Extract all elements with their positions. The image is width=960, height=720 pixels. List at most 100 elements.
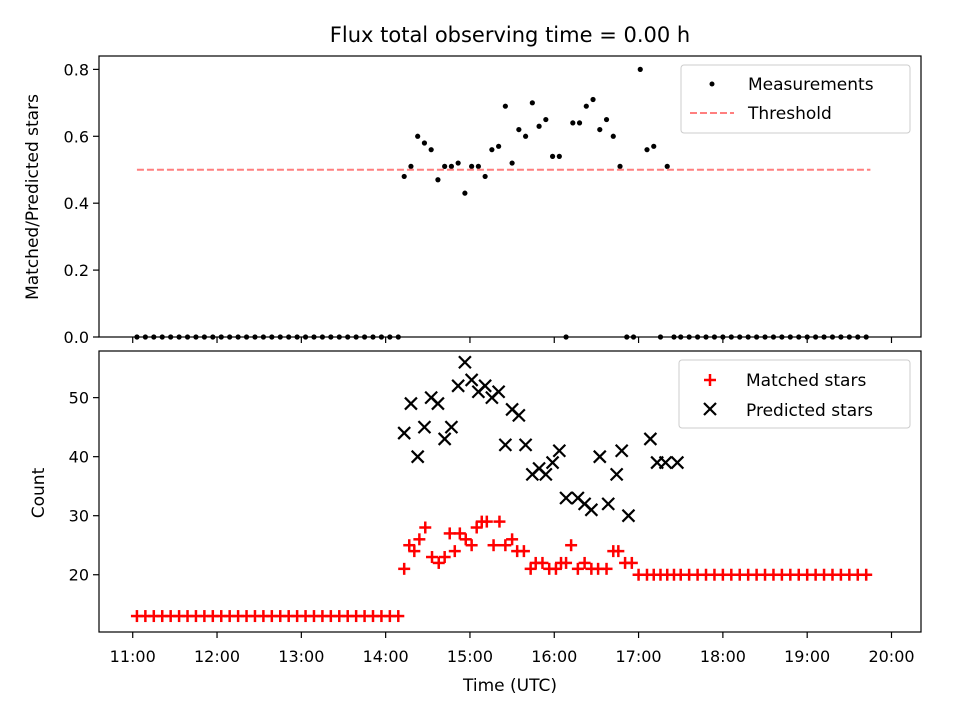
- measurements-point: [610, 133, 616, 139]
- top-y-tick-label: 0.6: [64, 127, 89, 146]
- measurements-point: [597, 126, 603, 133]
- legend-predicted-stars-marker: [703, 402, 717, 416]
- predicted-stars-point: [670, 455, 685, 470]
- predicted-stars-point: [404, 396, 418, 411]
- measurements-point: [549, 153, 556, 159]
- matched-stars-point: [465, 539, 478, 552]
- predicted-stars-point: [491, 384, 506, 399]
- matched-stars-point: [499, 539, 512, 552]
- measurements-point: [415, 133, 421, 139]
- bottom-y-tick-label: 40: [69, 448, 89, 467]
- top-legend-box: [680, 64, 911, 134]
- measurements-point: [509, 160, 515, 166]
- matched-stars-point: [453, 527, 466, 540]
- predicted-stars-point: [545, 455, 560, 470]
- matched-stars-point: [493, 515, 506, 528]
- matched-stars-point: [432, 556, 445, 569]
- legend-predicted-stars-label: Predicted stars: [746, 401, 873, 421]
- bottom-x-tick-label: 16:00: [531, 647, 577, 666]
- bottom-plot-frame: [98, 350, 922, 633]
- matched-stars-point: [392, 610, 405, 623]
- matched-stars-point: [443, 527, 456, 540]
- predicted-stars-point: [643, 432, 658, 446]
- bottom-x-tick-label: 12:00: [194, 647, 240, 666]
- measurements-point: [401, 173, 407, 180]
- predicted-stars-point: [478, 379, 492, 393]
- measurements-point: [556, 153, 562, 159]
- top-y-axis: 0.0 0.2 0.4 0.6 0.8: [64, 60, 99, 347]
- predicted-stars-point: [451, 379, 465, 393]
- predicted-stars-point: [539, 467, 553, 482]
- predicted-stars-point: [658, 455, 673, 470]
- measurements-point: [448, 163, 455, 169]
- measurements-point: [590, 96, 596, 103]
- top-y-axis-label: Matched/Predicted stars: [23, 94, 43, 300]
- bottom-y-tick-label: 30: [69, 507, 89, 526]
- measurements-point: [637, 66, 643, 72]
- predicted-stars-point: [464, 373, 479, 387]
- measurements-point: [617, 163, 623, 169]
- matched-stars-point: [600, 562, 613, 575]
- predicted-stars-point: [593, 449, 607, 464]
- matched-stars-point: [408, 545, 421, 558]
- matched-stars-point: [560, 556, 573, 569]
- predicted-stars-point: [518, 438, 533, 452]
- predicted-stars-point: [431, 396, 445, 411]
- predicted-stars-point: [614, 443, 629, 458]
- predicted-stars-point: [417, 420, 432, 434]
- bottom-legend: Matched stars Predicted stars: [678, 359, 911, 429]
- measurements-point: [408, 163, 414, 169]
- legend-measurements-label: Measurements: [748, 75, 874, 95]
- matched-stars-point: [860, 568, 873, 581]
- predicted-stars-point: [601, 497, 615, 511]
- bottom-x-tick-label: 11:00: [110, 647, 156, 666]
- matched-stars-point: [480, 515, 493, 528]
- measurements-point: [469, 163, 475, 169]
- matched-stars-point: [413, 533, 426, 546]
- top-plot-frame: [98, 55, 922, 338]
- predicted-stars-point: [410, 449, 425, 464]
- predicted-stars-point: [621, 508, 636, 523]
- bottom-x-tick-label: 20:00: [868, 647, 914, 666]
- measurements-point: [496, 143, 502, 149]
- measurements-point: [489, 147, 495, 153]
- matched-stars-point: [438, 551, 451, 564]
- measurements-point: [570, 120, 576, 126]
- matched-stars-point: [487, 539, 500, 552]
- bottom-x-tick-label: 18:00: [700, 647, 746, 666]
- measurements-point: [529, 100, 535, 106]
- measurements-point: [516, 126, 522, 133]
- predicted-stars-point: [609, 467, 624, 482]
- bottom-legend-box: [678, 359, 911, 429]
- measurements-point: [576, 120, 583, 126]
- matched-stars-point: [612, 545, 625, 558]
- matched-stars-point: [517, 545, 530, 558]
- predicted-stars-point: [559, 491, 573, 505]
- matched-stars-point: [448, 545, 461, 558]
- matched-stars-point: [578, 556, 591, 569]
- matched-stars-point: [419, 521, 432, 534]
- matched-stars-point: [459, 533, 472, 546]
- top-y-tick-label: 0.2: [64, 261, 89, 280]
- measurements-point: [482, 173, 488, 180]
- legend-matched-stars-label: Matched stars: [746, 371, 866, 391]
- bottom-y-axis-label: Count: [29, 467, 49, 518]
- measurements-point: [475, 163, 481, 169]
- matched-stars-point: [426, 551, 439, 564]
- predicted-stars-point: [458, 355, 472, 369]
- legend-matched-stars-marker: [704, 374, 716, 386]
- bottom-y-tick-label: 50: [69, 389, 89, 408]
- measurements-point: [644, 147, 650, 153]
- top-y-tick-label: 0.4: [64, 194, 89, 213]
- bottom-x-tick-label: 13:00: [278, 647, 324, 666]
- measurements-point: [603, 116, 610, 123]
- matched-stars-point: [571, 562, 584, 575]
- matched-stars-point: [565, 539, 578, 552]
- matched-stars-point: [536, 556, 549, 569]
- measurements-point: [421, 140, 428, 146]
- measurements-point: [583, 103, 589, 109]
- predicted-stars-point: [498, 438, 513, 452]
- matched-stars-point: [506, 533, 519, 546]
